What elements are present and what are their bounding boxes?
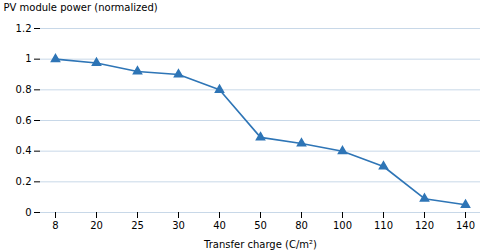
- svg-text:0.4: 0.4: [16, 145, 32, 156]
- svg-text:140: 140: [456, 220, 475, 231]
- svg-text:50: 50: [254, 220, 267, 231]
- svg-text:0.2: 0.2: [16, 176, 32, 187]
- svg-text:1.2: 1.2: [16, 23, 32, 34]
- svg-text:110: 110: [374, 220, 393, 231]
- svg-text:40: 40: [213, 220, 226, 231]
- svg-text:0: 0: [25, 207, 31, 218]
- svg-text:100: 100: [333, 220, 352, 231]
- svg-text:Transfer charge (C/m²): Transfer charge (C/m²): [203, 239, 317, 250]
- svg-text:8: 8: [52, 220, 58, 231]
- svg-text:0.8: 0.8: [16, 84, 32, 95]
- svg-text:120: 120: [415, 220, 434, 231]
- svg-text:80: 80: [295, 220, 308, 231]
- svg-text:30: 30: [172, 220, 185, 231]
- svg-text:25: 25: [131, 220, 144, 231]
- svg-text:1: 1: [25, 53, 31, 64]
- svg-text:PV module power (normalized): PV module power (normalized): [4, 2, 158, 13]
- svg-text:20: 20: [90, 220, 103, 231]
- svg-text:0.6: 0.6: [16, 115, 32, 126]
